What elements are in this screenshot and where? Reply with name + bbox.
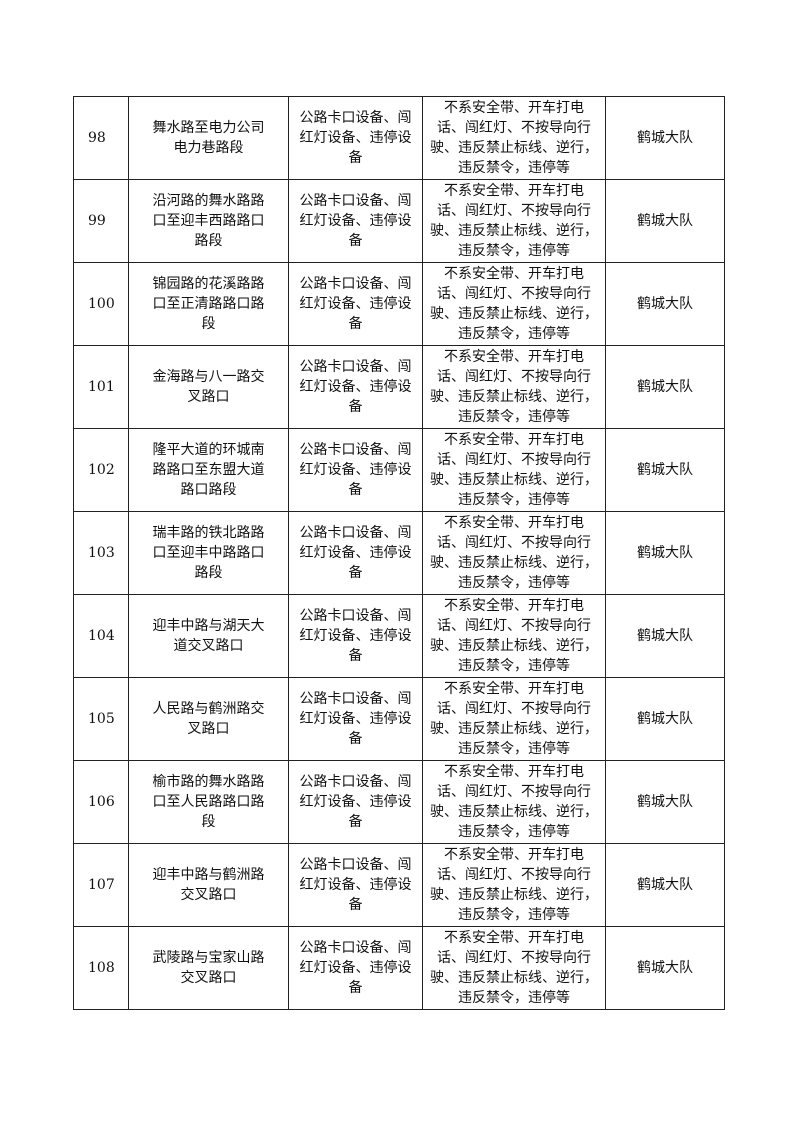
- table-row: 105 人民路与鹤洲路交 叉路口 公路卡口设备、闯 红灯设备、违停设 备不系安全带、…: [73, 677, 725, 761]
- equipment-cell: 公路卡口设备、闯 红灯设备、违停设 备: [288, 179, 423, 263]
- equipment-cell: 公路卡口设备、闯 红灯设备、违停设 备: [288, 677, 423, 761]
- row-number: 103: [73, 511, 129, 595]
- unit-cell: 鹤城大队: [605, 843, 725, 927]
- table-row: 101 金海路与八一路交 叉路口 公路卡口设备、闯 红灯设备、违停设 备不系安全带、…: [73, 345, 725, 429]
- row-number: 108: [73, 926, 129, 1010]
- violations-cell: 不系安全带、开车打电 话、闯红灯、不按导向行 驶、违反禁止标线、逆行， 违反禁令…: [422, 594, 606, 678]
- row-number: 105: [73, 677, 129, 761]
- row-number: 107: [73, 843, 129, 927]
- unit-cell: 鹤城大队: [605, 262, 725, 346]
- table-row: 108 武陵路与宝家山路 交叉路口 公路卡口设备、闯 红灯设备、违停设 备不系安全带…: [73, 926, 725, 1010]
- enforcement-locations-table: 98 舞水路至电力公司 电力巷路段 公路卡口设备、闯 红灯设备、违停设 备不系安全带…: [73, 96, 725, 1010]
- table-row: 98 舞水路至电力公司 电力巷路段 公路卡口设备、闯 红灯设备、违停设 备不系安全带…: [73, 96, 725, 180]
- violations-cell: 不系安全带、开车打电 话、闯红灯、不按导向行 驶、违反禁止标线、逆行， 违反禁令…: [422, 345, 606, 429]
- location-cell: 舞水路至电力公司 电力巷路段: [128, 96, 289, 180]
- location-cell: 迎丰中路与湖天大 道交叉路口: [128, 594, 289, 678]
- unit-cell: 鹤城大队: [605, 677, 725, 761]
- unit-cell: 鹤城大队: [605, 179, 725, 263]
- unit-cell: 鹤城大队: [605, 428, 725, 512]
- unit-cell: 鹤城大队: [605, 594, 725, 678]
- violations-cell: 不系安全带、开车打电 话、闯红灯、不按导向行 驶、违反禁止标线、逆行， 违反禁令…: [422, 262, 606, 346]
- unit-cell: 鹤城大队: [605, 926, 725, 1010]
- unit-cell: 鹤城大队: [605, 760, 725, 844]
- location-cell: 迎丰中路与鹤洲路 交叉路口: [128, 843, 289, 927]
- table-row: 103 瑞丰路的铁北路路 口至迎丰中路路口 路段 公路卡口设备、闯 红灯设备、违停设…: [73, 511, 725, 595]
- row-number: 100: [73, 262, 129, 346]
- equipment-cell: 公路卡口设备、闯 红灯设备、违停设 备: [288, 262, 423, 346]
- equipment-cell: 公路卡口设备、闯 红灯设备、违停设 备: [288, 345, 423, 429]
- table-row: 102 隆平大道的环城南 路路口至东盟大道 路口路段 公路卡口设备、闯 红灯设备、违…: [73, 428, 725, 512]
- violations-cell: 不系安全带、开车打电 话、闯红灯、不按导向行 驶、违反禁止标线、逆行， 违反禁令…: [422, 760, 606, 844]
- violations-cell: 不系安全带、开车打电 话、闯红灯、不按导向行 驶、违反禁止标线、逆行， 违反禁令…: [422, 511, 606, 595]
- table-body: 98 舞水路至电力公司 电力巷路段 公路卡口设备、闯 红灯设备、违停设 备不系安全带…: [73, 96, 725, 1010]
- row-number: 98: [73, 96, 129, 180]
- location-cell: 沿河路的舞水路路 口至迎丰西路路口 路段: [128, 179, 289, 263]
- equipment-cell: 公路卡口设备、闯 红灯设备、违停设 备: [288, 926, 423, 1010]
- unit-cell: 鹤城大队: [605, 511, 725, 595]
- equipment-cell: 公路卡口设备、闯 红灯设备、违停设 备: [288, 843, 423, 927]
- location-cell: 金海路与八一路交 叉路口: [128, 345, 289, 429]
- location-cell: 锦园路的花溪路路 口至正清路路口路 段: [128, 262, 289, 346]
- equipment-cell: 公路卡口设备、闯 红灯设备、违停设 备: [288, 511, 423, 595]
- location-cell: 隆平大道的环城南 路路口至东盟大道 路口路段: [128, 428, 289, 512]
- violations-cell: 不系安全带、开车打电 话、闯红灯、不按导向行 驶、违反禁止标线、逆行， 违反禁令…: [422, 96, 606, 180]
- row-number: 101: [73, 345, 129, 429]
- violations-cell: 不系安全带、开车打电 话、闯红灯、不按导向行 驶、违反禁止标线、逆行， 违反禁令…: [422, 926, 606, 1010]
- location-cell: 榆市路的舞水路路 口至人民路路口路 段: [128, 760, 289, 844]
- location-cell: 人民路与鹤洲路交 叉路口: [128, 677, 289, 761]
- row-number: 102: [73, 428, 129, 512]
- row-number: 99: [73, 179, 129, 263]
- equipment-cell: 公路卡口设备、闯 红灯设备、违停设 备: [288, 428, 423, 512]
- table-row: 104 迎丰中路与湖天大 道交叉路口 公路卡口设备、闯 红灯设备、违停设 备不系安全…: [73, 594, 725, 678]
- location-cell: 武陵路与宝家山路 交叉路口: [128, 926, 289, 1010]
- table-row: 106 榆市路的舞水路路 口至人民路路口路 段公路卡口设备、闯 红灯设备、违停设 …: [73, 760, 725, 844]
- violations-cell: 不系安全带、开车打电 话、闯红灯、不按导向行 驶、违反禁止标线、逆行， 违反禁令…: [422, 677, 606, 761]
- table-row: 100 锦园路的花溪路路 口至正清路路口路 段公路卡口设备、闯 红灯设备、违停设 …: [73, 262, 725, 346]
- row-number: 106: [73, 760, 129, 844]
- violations-cell: 不系安全带、开车打电 话、闯红灯、不按导向行 驶、违反禁止标线、逆行， 违反禁令…: [422, 843, 606, 927]
- row-number: 104: [73, 594, 129, 678]
- equipment-cell: 公路卡口设备、闯 红灯设备、违停设 备: [288, 760, 423, 844]
- table-row: 107 迎丰中路与鹤洲路 交叉路口 公路卡口设备、闯 红灯设备、违停设 备不系安全带…: [73, 843, 725, 927]
- equipment-cell: 公路卡口设备、闯 红灯设备、违停设 备: [288, 96, 423, 180]
- table-row: 99 沿河路的舞水路路 口至迎丰西路路口 路段 公路卡口设备、闯 红灯设备、违停设 …: [73, 179, 725, 263]
- violations-cell: 不系安全带、开车打电 话、闯红灯、不按导向行 驶、违反禁止标线、逆行， 违反禁令…: [422, 179, 606, 263]
- location-cell: 瑞丰路的铁北路路 口至迎丰中路路口 路段: [128, 511, 289, 595]
- unit-cell: 鹤城大队: [605, 345, 725, 429]
- equipment-cell: 公路卡口设备、闯 红灯设备、违停设 备: [288, 594, 423, 678]
- unit-cell: 鹤城大队: [605, 96, 725, 180]
- violations-cell: 不系安全带、开车打电 话、闯红灯、不按导向行 驶、违反禁止标线、逆行， 违反禁令…: [422, 428, 606, 512]
